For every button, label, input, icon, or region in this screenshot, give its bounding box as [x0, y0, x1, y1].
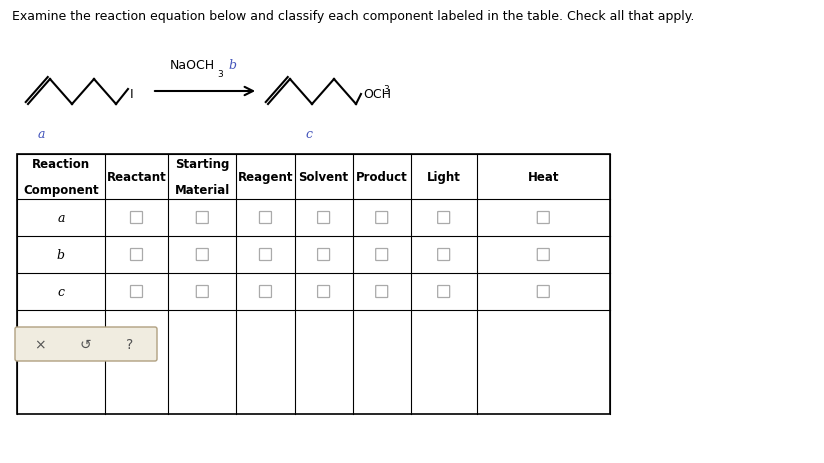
FancyBboxPatch shape	[15, 327, 157, 361]
FancyBboxPatch shape	[260, 212, 271, 224]
FancyBboxPatch shape	[376, 212, 388, 224]
FancyBboxPatch shape	[196, 286, 208, 298]
FancyBboxPatch shape	[130, 249, 143, 261]
Text: Examine the reaction equation below and classify each component labeled in the t: Examine the reaction equation below and …	[12, 10, 695, 23]
Text: Component: Component	[23, 184, 99, 197]
FancyBboxPatch shape	[438, 212, 450, 224]
Text: 3: 3	[383, 85, 389, 94]
Text: ×: ×	[34, 337, 46, 351]
Text: Reactant: Reactant	[106, 171, 166, 184]
Text: Product: Product	[356, 171, 408, 184]
Text: Starting: Starting	[176, 158, 230, 171]
FancyBboxPatch shape	[537, 286, 550, 298]
Text: Material: Material	[175, 184, 230, 197]
Bar	[17, 155, 610, 414]
Text: ?: ?	[126, 337, 133, 351]
Text: c: c	[58, 285, 64, 298]
FancyBboxPatch shape	[130, 212, 143, 224]
Text: Reaction: Reaction	[32, 158, 90, 171]
FancyBboxPatch shape	[438, 249, 450, 261]
FancyBboxPatch shape	[376, 286, 388, 298]
FancyBboxPatch shape	[196, 212, 208, 224]
FancyBboxPatch shape	[438, 286, 450, 298]
Text: c: c	[305, 128, 312, 141]
FancyBboxPatch shape	[317, 286, 330, 298]
Text: NaOCH: NaOCH	[170, 59, 215, 72]
Text: Reagent: Reagent	[237, 171, 293, 184]
Text: Heat: Heat	[527, 171, 559, 184]
Text: Solvent: Solvent	[298, 171, 349, 184]
FancyBboxPatch shape	[317, 212, 330, 224]
Text: a: a	[38, 128, 45, 141]
FancyBboxPatch shape	[376, 249, 388, 261]
FancyBboxPatch shape	[260, 286, 271, 298]
Text: a: a	[57, 212, 64, 225]
FancyBboxPatch shape	[196, 249, 208, 261]
Text: OCH: OCH	[363, 88, 391, 101]
Text: I: I	[130, 88, 133, 101]
Text: ↺: ↺	[79, 337, 91, 351]
FancyBboxPatch shape	[260, 249, 271, 261]
Text: 3: 3	[217, 70, 222, 79]
Text: b: b	[225, 59, 237, 72]
FancyBboxPatch shape	[537, 212, 550, 224]
FancyBboxPatch shape	[537, 249, 550, 261]
FancyBboxPatch shape	[130, 286, 143, 298]
FancyBboxPatch shape	[317, 249, 330, 261]
Text: Light: Light	[427, 171, 461, 184]
Text: b: b	[57, 249, 65, 262]
